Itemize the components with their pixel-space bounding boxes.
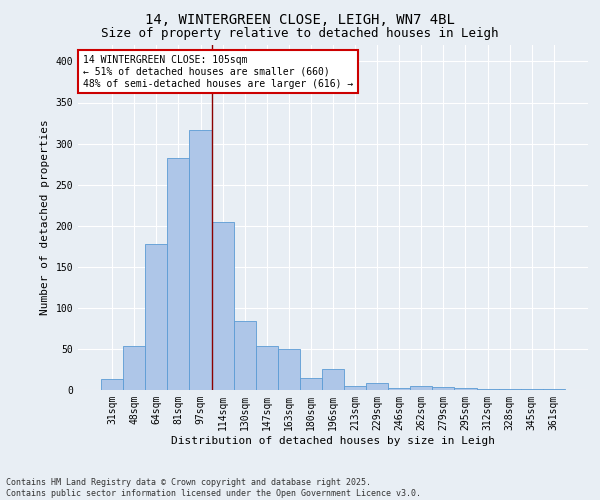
Bar bbox=[476, 389, 499, 390]
Bar bbox=[212, 222, 233, 390]
Bar bbox=[433, 386, 454, 390]
X-axis label: Distribution of detached houses by size in Leigh: Distribution of detached houses by size … bbox=[171, 436, 495, 446]
Bar bbox=[344, 386, 366, 390]
Bar bbox=[499, 389, 521, 390]
Text: 14, WINTERGREEN CLOSE, LEIGH, WN7 4BL: 14, WINTERGREEN CLOSE, LEIGH, WN7 4BL bbox=[145, 12, 455, 26]
Bar bbox=[278, 349, 300, 390]
Bar bbox=[322, 370, 344, 390]
Bar bbox=[366, 382, 388, 390]
Bar bbox=[521, 389, 543, 390]
Bar bbox=[123, 346, 145, 390]
Bar bbox=[454, 388, 476, 390]
Bar bbox=[388, 388, 410, 390]
Bar bbox=[145, 244, 167, 390]
Bar bbox=[300, 378, 322, 390]
Bar bbox=[167, 158, 190, 390]
Text: Contains HM Land Registry data © Crown copyright and database right 2025.
Contai: Contains HM Land Registry data © Crown c… bbox=[6, 478, 421, 498]
Bar bbox=[256, 346, 278, 390]
Y-axis label: Number of detached properties: Number of detached properties bbox=[40, 120, 50, 316]
Bar bbox=[101, 380, 123, 390]
Bar bbox=[190, 130, 212, 390]
Text: 14 WINTERGREEN CLOSE: 105sqm
← 51% of detached houses are smaller (660)
48% of s: 14 WINTERGREEN CLOSE: 105sqm ← 51% of de… bbox=[83, 56, 353, 88]
Bar bbox=[410, 386, 433, 390]
Bar bbox=[543, 389, 565, 390]
Text: Size of property relative to detached houses in Leigh: Size of property relative to detached ho… bbox=[101, 28, 499, 40]
Bar bbox=[233, 321, 256, 390]
